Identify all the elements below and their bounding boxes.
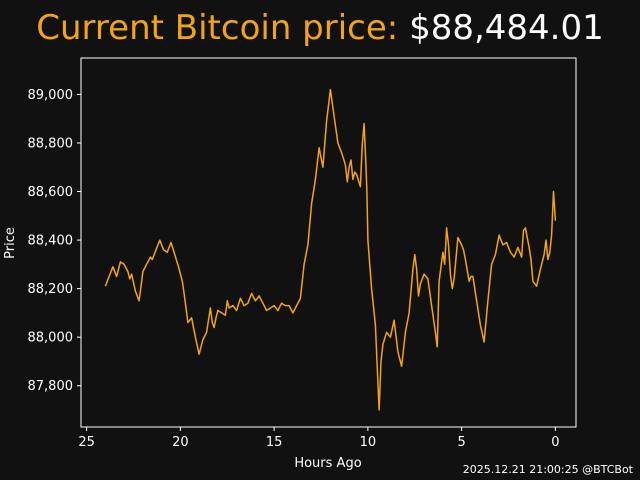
current-price: $88,484.01 [409,8,604,48]
y-tick-label: 87,800 [28,379,74,394]
y-tick-label: 88,600 [28,185,74,200]
y-tick-label: 88,000 [28,331,74,346]
price-series-line [104,88,557,411]
x-axis-label: Hours Ago [294,456,361,471]
y-axis-label: Price [3,227,18,259]
x-tick-label: 20 [172,435,189,450]
x-tick-label: 15 [266,435,283,450]
x-tick-label: 25 [78,435,95,450]
y-tick-label: 88,800 [28,136,74,151]
x-tick-label: 0 [551,435,559,450]
title-label: Current Bitcoin price: [36,8,399,48]
footer-timestamp: 2025.12.21 21:00:25 @BTCBot [462,463,633,476]
x-tick-label: 5 [457,435,465,450]
y-tick-label: 88,200 [28,282,74,297]
plot-content [104,88,557,411]
page-title: Current Bitcoin price: $88,484.01 [0,8,640,48]
x-tick-label: 10 [360,435,377,450]
y-tick-label: 88,400 [28,234,74,249]
y-axis: 87,800 88,000 88,200 88,400 88,600 88,800 89,0… [28,88,81,394]
y-tick-label: 89,000 [28,88,74,103]
x-axis: 25 20 15 10 5 0 [78,427,560,450]
plot-frame [80,57,577,428]
